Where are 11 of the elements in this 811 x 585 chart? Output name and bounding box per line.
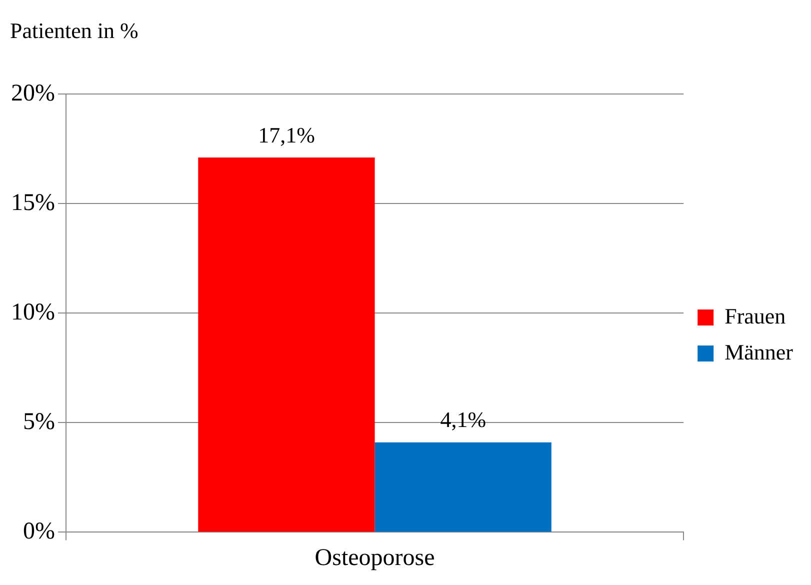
x-tick-label: Osteoporose <box>314 544 435 571</box>
y-tick-label: 20% <box>10 80 55 106</box>
data-label: 4,1% <box>440 407 486 432</box>
y-tick-label: 5% <box>22 408 55 435</box>
legend-label: Männer <box>724 339 794 364</box>
y-tick-label: 0% <box>22 518 55 544</box>
y-tick-label: 10% <box>10 299 55 326</box>
legend-label: Frauen <box>724 303 786 328</box>
y-tick-label: 15% <box>10 190 55 216</box>
data-label: 17,1% <box>258 122 315 148</box>
y-axis-title: Patienten in % <box>10 18 138 43</box>
